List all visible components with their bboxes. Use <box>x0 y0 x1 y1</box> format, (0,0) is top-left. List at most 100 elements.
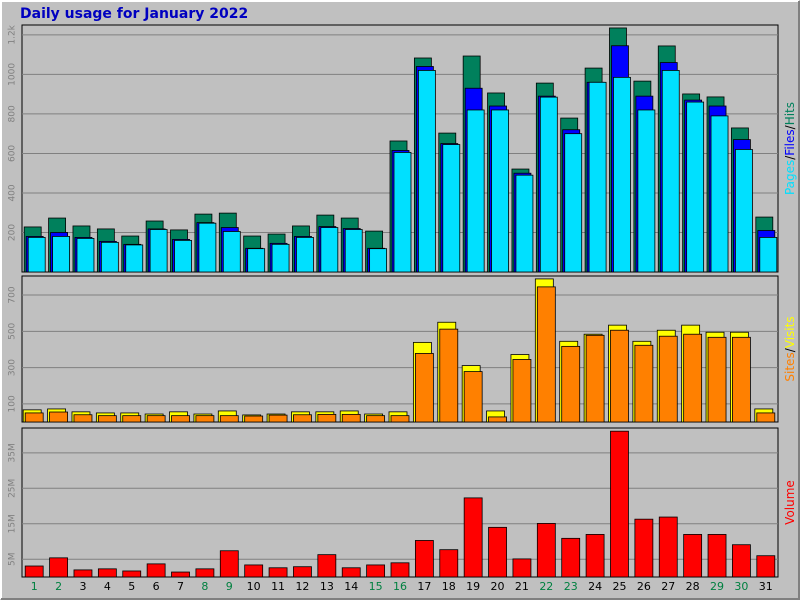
bar <box>613 76 631 273</box>
bar <box>122 415 142 423</box>
x-tick-label: 14 <box>344 580 358 593</box>
bar <box>488 526 507 578</box>
x-tick-label: 28 <box>686 580 700 593</box>
bar <box>658 516 678 578</box>
bar <box>24 565 44 578</box>
legend: Sites/Visits <box>783 316 797 381</box>
x-tick-label: 25 <box>612 580 626 593</box>
bar <box>73 569 93 578</box>
bar <box>393 152 412 273</box>
bar <box>344 229 363 273</box>
x-tick-label: 29 <box>710 580 724 593</box>
x-tick-label: 20 <box>491 580 505 593</box>
x-tick-label: 4 <box>104 580 111 593</box>
y-tick-label: 600 <box>8 145 18 162</box>
bar <box>561 537 581 578</box>
x-tick-label: 15 <box>369 580 383 593</box>
x-tick-label: 23 <box>564 580 578 593</box>
bar <box>683 333 703 423</box>
chart-title: Daily usage for January 2022 <box>20 6 248 22</box>
y-tick-label: 5M <box>8 553 18 567</box>
bar <box>610 430 629 578</box>
y-tick-label: 100 <box>8 395 18 412</box>
bar <box>732 544 751 578</box>
bar <box>27 237 46 273</box>
y-tick-label: 800 <box>8 105 18 122</box>
bar <box>683 534 703 578</box>
bar <box>658 335 678 423</box>
bar <box>296 237 314 273</box>
bar <box>536 286 556 423</box>
y-tick-label: 35M <box>8 443 18 462</box>
bar <box>293 414 312 423</box>
bar <box>561 345 581 423</box>
x-tick-label: 2 <box>55 580 62 593</box>
x-tick-label: 9 <box>226 580 233 593</box>
bar <box>341 413 361 423</box>
x-tick-label: 7 <box>177 580 184 593</box>
bar <box>515 174 534 273</box>
bar <box>759 237 778 273</box>
bar <box>247 248 266 273</box>
bar <box>244 564 264 578</box>
bar <box>146 563 166 578</box>
bar <box>171 415 190 423</box>
bar <box>369 248 388 273</box>
x-tick-label: 11 <box>271 580 285 593</box>
bar <box>100 241 119 273</box>
bar <box>146 415 166 423</box>
x-tick-label: 10 <box>247 580 261 593</box>
bar <box>73 414 93 423</box>
bar <box>539 96 558 273</box>
bar <box>49 411 68 423</box>
bar <box>732 336 751 423</box>
y-tick-label: 1.2k <box>8 24 18 44</box>
bar <box>52 236 70 273</box>
bar <box>97 415 117 423</box>
bar <box>271 243 290 273</box>
bar <box>293 566 312 578</box>
bar <box>171 571 190 578</box>
bar <box>442 144 461 273</box>
x-tick-label: 22 <box>539 580 553 593</box>
x-tick-label: 5 <box>128 580 135 593</box>
bar <box>463 371 483 423</box>
bar <box>198 222 217 273</box>
legend: Pages/Files/Hits <box>783 102 797 195</box>
y-tick-label: 300 <box>8 359 18 376</box>
bar <box>661 70 680 273</box>
bar <box>244 415 264 423</box>
legend-entry: Pages <box>783 160 797 195</box>
bar <box>588 81 607 273</box>
bar <box>49 557 68 578</box>
bar <box>149 229 168 273</box>
bar <box>195 415 215 423</box>
bar <box>439 549 459 578</box>
legend-separator: / <box>783 124 797 129</box>
bar <box>366 564 386 578</box>
bar <box>491 109 509 273</box>
x-tick-label: 19 <box>466 580 480 593</box>
bar <box>414 353 434 423</box>
bar <box>76 238 95 273</box>
x-tick-label: 1 <box>31 580 38 593</box>
bar <box>317 413 337 423</box>
bar <box>585 334 605 423</box>
x-tick-label: 12 <box>295 580 309 593</box>
y-tick-label: 500 <box>8 322 18 339</box>
bar <box>610 329 629 423</box>
bar <box>417 70 436 273</box>
bar <box>756 555 776 578</box>
bar <box>414 540 434 578</box>
y-tick-label: 15M <box>8 514 18 533</box>
bar <box>637 109 656 273</box>
bar <box>564 133 583 273</box>
bar <box>268 414 288 423</box>
x-tick-label: 30 <box>734 580 748 593</box>
y-tick-label: 700 <box>8 286 18 303</box>
bar <box>341 567 361 578</box>
legend-entry: Files <box>783 129 797 155</box>
legend-entry: Hits <box>783 102 797 125</box>
bar <box>634 518 654 578</box>
